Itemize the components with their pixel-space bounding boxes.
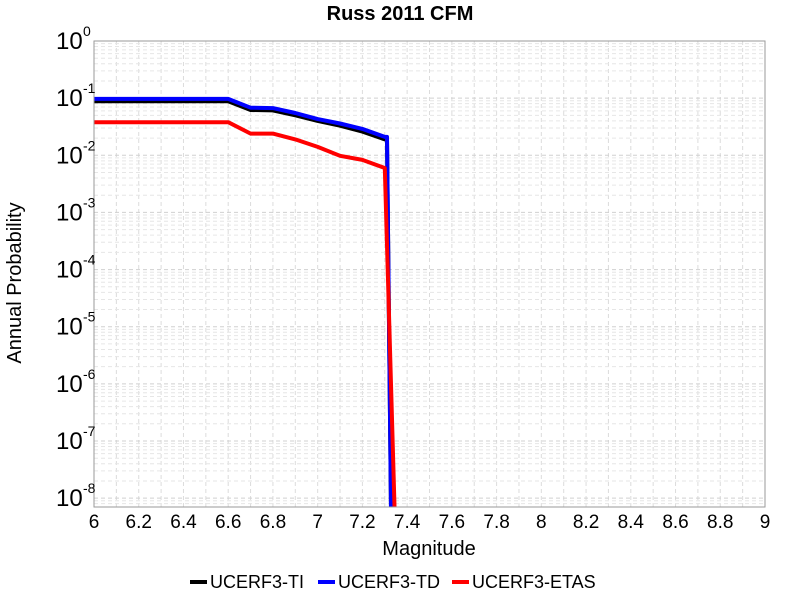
y-tick-exponent: -4 (83, 252, 96, 268)
y-tick-base: 10 (56, 199, 83, 226)
x-tick-label: 7.4 (394, 512, 421, 533)
y-tick-label: 10 -3 (56, 194, 96, 226)
chart-title: Russ 2011 CFM (327, 3, 474, 25)
y-tick-base: 10 (56, 142, 83, 169)
y-tick-exponent: -5 (83, 309, 96, 325)
y-tick-base: 10 (56, 371, 83, 398)
x-tick-label: 7.2 (349, 512, 375, 533)
legend-item: UCERF3-TD (318, 572, 440, 592)
x-tick-label: 8.6 (662, 512, 688, 533)
y-tick-label: 10 -8 (56, 480, 96, 512)
x-tick-label: 8.4 (618, 512, 645, 533)
series-layer (94, 96, 397, 507)
legend-item: UCERF3-ETAS (452, 572, 596, 592)
x-tick-label: 7.8 (483, 512, 509, 533)
y-tick-base: 10 (56, 314, 83, 341)
y-tick-label: 10 -7 (56, 423, 96, 455)
y-tick-label: 10 -1 (56, 80, 96, 112)
x-tick-label: 7 (312, 512, 323, 533)
y-tick-exponent: -1 (83, 80, 96, 96)
series-line-ucerf3-td (94, 96, 393, 507)
y-tick-label: 10 -5 (56, 309, 96, 341)
legend-label: UCERF3-TD (338, 572, 440, 592)
x-tick-label: 8.2 (573, 512, 599, 533)
x-tick-label: 6.4 (170, 512, 197, 533)
x-tick-label: 6.8 (260, 512, 286, 533)
y-tick-exponent: -6 (83, 366, 96, 382)
y-axis-label: Annual Probability (4, 202, 26, 363)
y-tick-label: 10 -4 (56, 252, 96, 284)
y-tick-base: 10 (56, 28, 83, 55)
x-tick-label: 6 (89, 512, 100, 533)
y-tick-exponent: -2 (83, 137, 96, 153)
series-line-ucerf3-ti (94, 99, 393, 507)
x-tick-labels: 6 6.2 6.4 6.6 6.8 7 7.2 7.4 7.6 7.8 8 8.2 8.4 8.6 8.8 9 (89, 512, 771, 533)
y-tick-exponent: 0 (83, 23, 91, 39)
legend-item: UCERF3-TI (190, 572, 304, 592)
y-tick-exponent: -8 (83, 480, 96, 496)
legend: UCERF3-TI UCERF3-TD UCERF3-ETAS (190, 572, 596, 592)
y-tick-exponent: -3 (83, 194, 96, 210)
legend-label: UCERF3-ETAS (472, 572, 596, 592)
x-tick-label: 6.6 (215, 512, 241, 533)
x-tick-label: 8.8 (707, 512, 733, 533)
y-tick-label: 10 0 (56, 23, 91, 55)
y-tick-base: 10 (56, 485, 83, 512)
y-tick-base: 10 (56, 428, 83, 455)
y-tick-label: 10 -6 (56, 366, 96, 398)
y-tick-base: 10 (56, 85, 83, 112)
x-tick-label: 6.2 (126, 512, 152, 533)
x-tick-label: 9 (760, 512, 771, 533)
x-tick-label: 7.6 (439, 512, 465, 533)
y-tick-base: 10 (56, 257, 83, 284)
y-tick-exponent: -7 (83, 423, 96, 439)
y-tick-label: 10 -2 (56, 137, 96, 169)
plot-border (93, 40, 766, 508)
x-axis-label: Magnitude (382, 538, 475, 560)
grid (93, 40, 766, 508)
legend-label: UCERF3-TI (210, 572, 304, 592)
x-tick-label: 8 (536, 512, 547, 533)
series-line-ucerf3-etas (94, 120, 397, 507)
